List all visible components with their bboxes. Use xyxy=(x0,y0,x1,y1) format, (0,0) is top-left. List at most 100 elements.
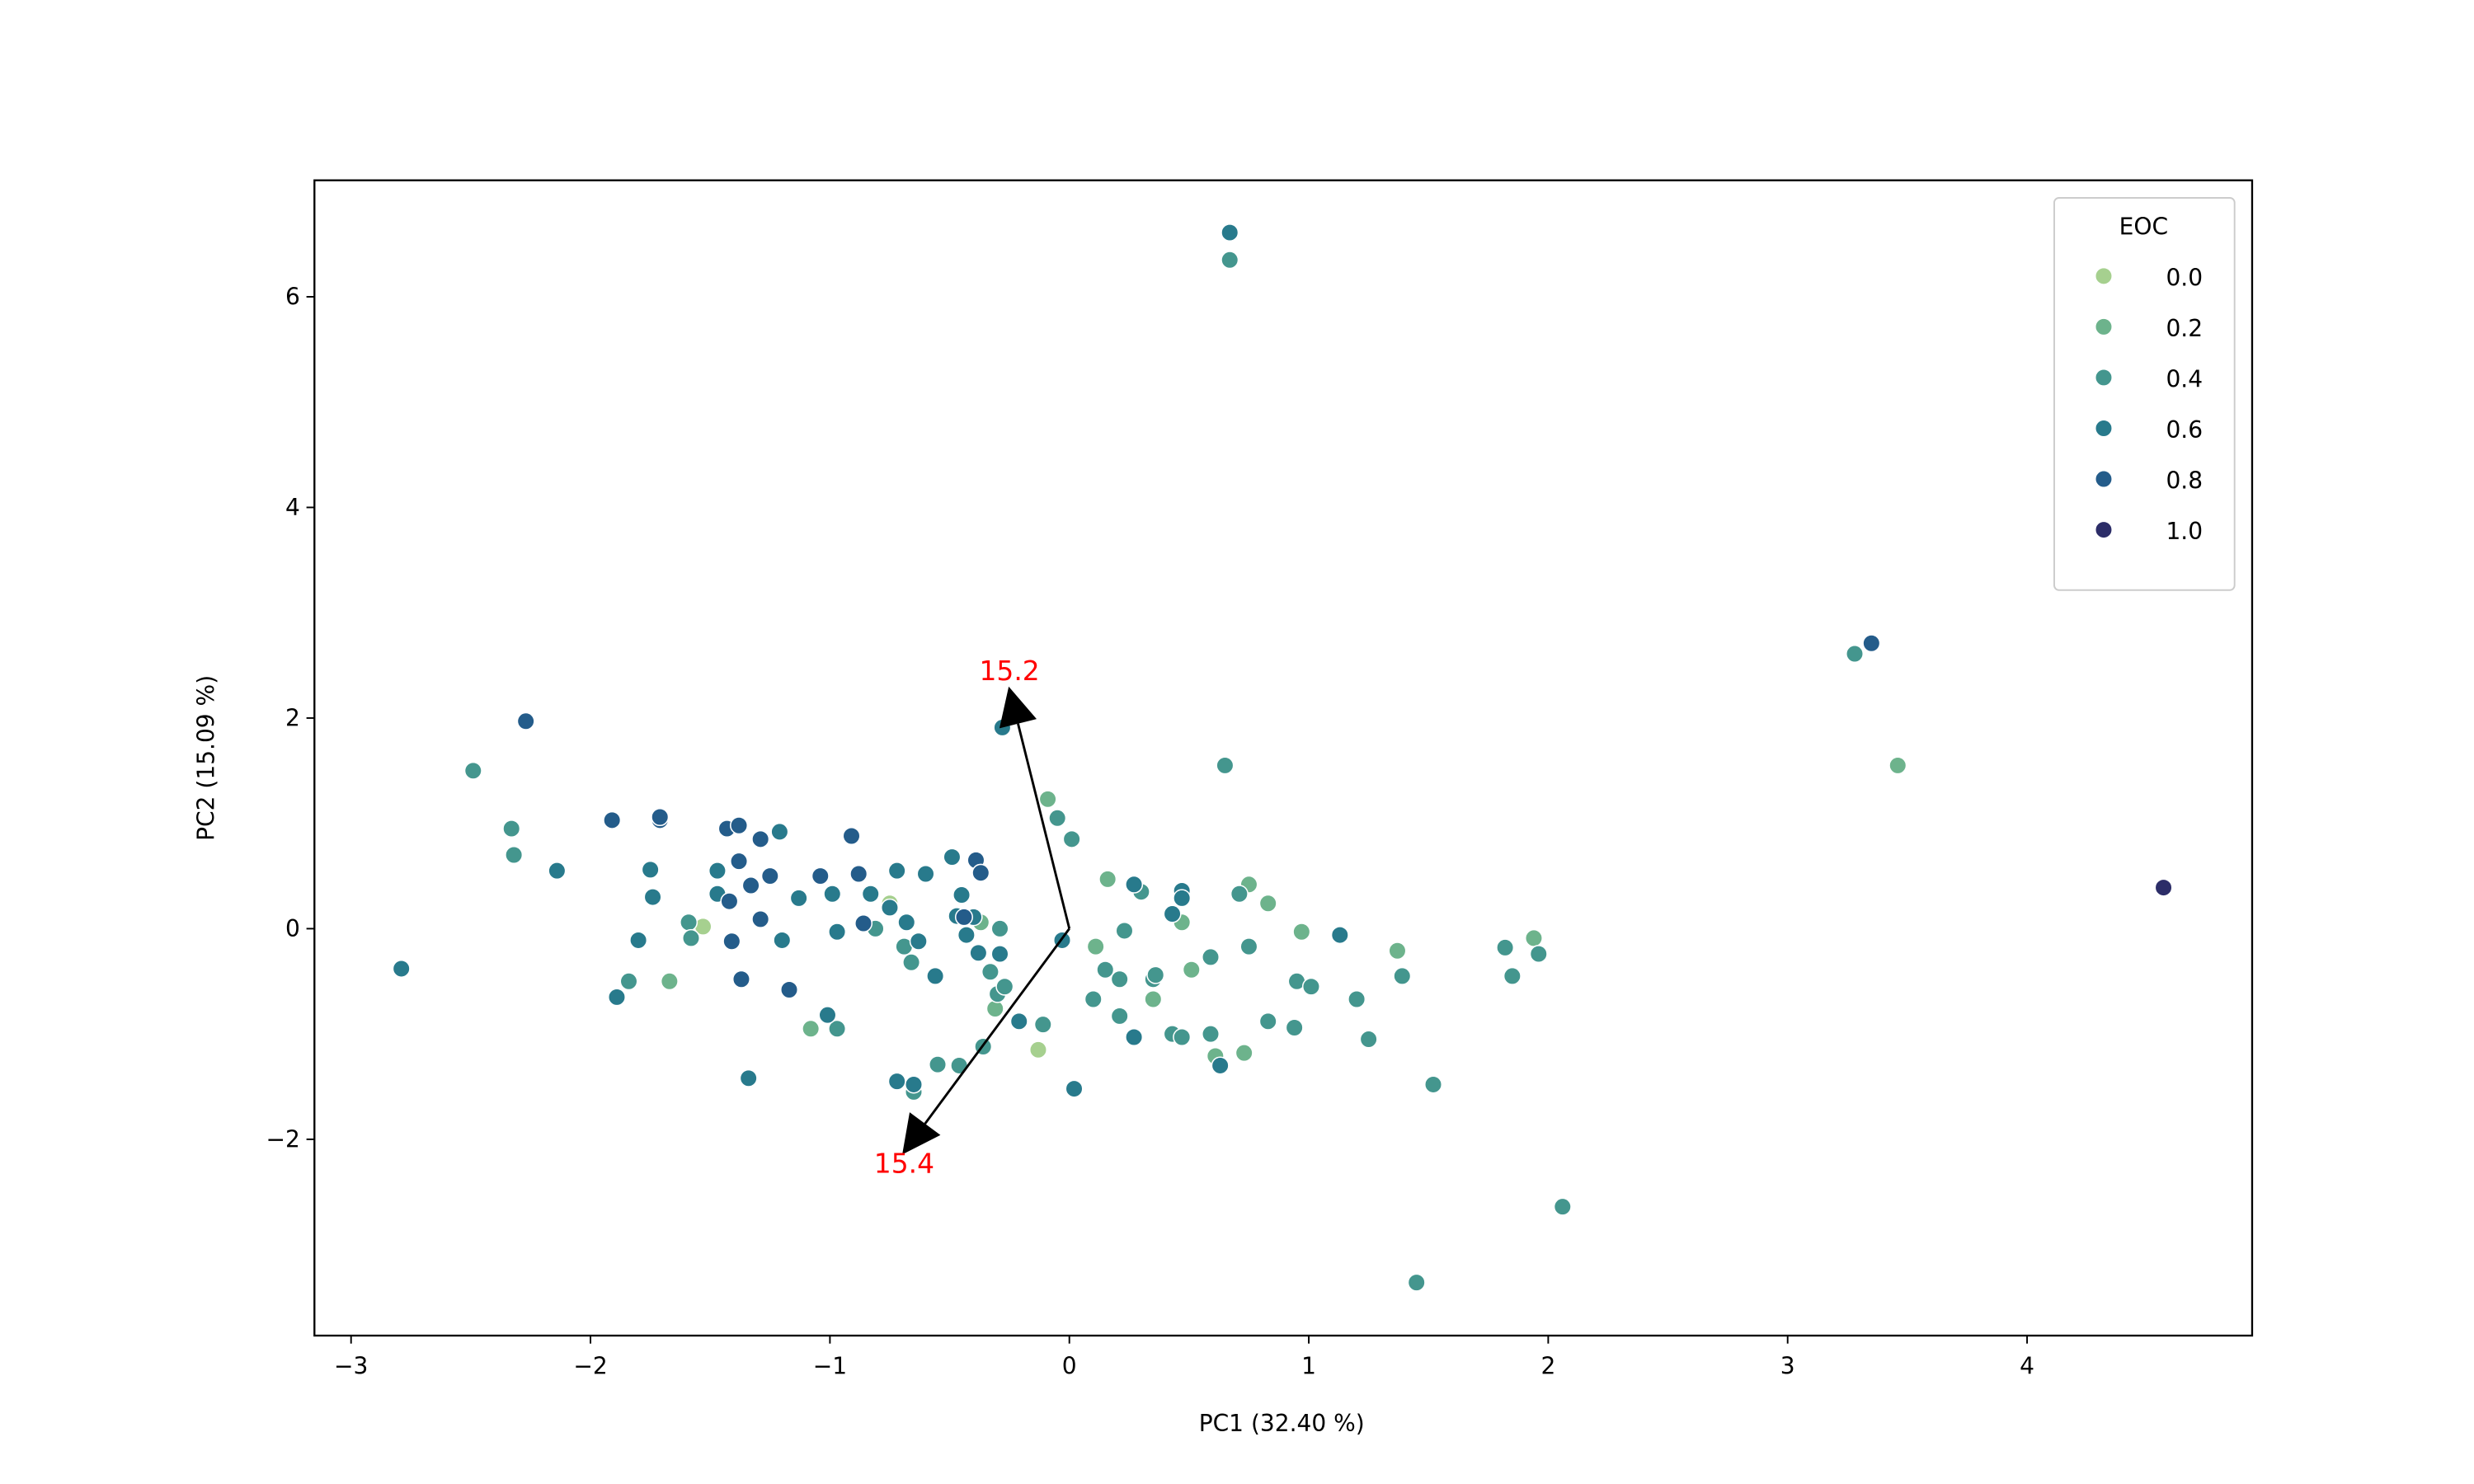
x-tick-label: 2 xyxy=(1540,1352,1555,1379)
point xyxy=(802,1019,821,1038)
point xyxy=(1301,977,1320,996)
point xyxy=(823,885,842,904)
y-tick-label: 6 xyxy=(285,284,300,311)
y-axis-label: PC2 (15.09 %) xyxy=(192,675,219,841)
legend-marker xyxy=(2094,520,2113,539)
point xyxy=(629,931,648,950)
legend-label: 0.6 xyxy=(2166,416,2203,444)
x-tick-label: 3 xyxy=(1780,1352,1795,1379)
point xyxy=(643,888,662,907)
point xyxy=(1084,989,1103,1009)
point xyxy=(971,863,990,882)
point xyxy=(548,862,567,881)
point xyxy=(779,980,799,999)
point xyxy=(1216,756,1235,775)
point xyxy=(880,898,899,917)
point xyxy=(1348,989,1366,1009)
legend-label: 1.0 xyxy=(2166,518,2203,545)
point xyxy=(1163,904,1182,923)
point xyxy=(741,876,760,895)
point xyxy=(897,913,916,932)
point xyxy=(861,885,880,904)
point xyxy=(1258,894,1277,913)
y-tick-label: 4 xyxy=(285,494,300,521)
point xyxy=(842,826,861,846)
point xyxy=(751,829,770,848)
point xyxy=(1201,947,1221,966)
point xyxy=(1146,965,1165,984)
point xyxy=(1062,829,1081,848)
point xyxy=(681,928,701,947)
point xyxy=(1888,756,1907,775)
point xyxy=(1125,875,1144,894)
point xyxy=(1110,1007,1129,1026)
point xyxy=(1033,1015,1052,1034)
point xyxy=(928,1055,948,1074)
point xyxy=(818,1006,837,1025)
point xyxy=(1292,923,1311,942)
arrow-label: 15.4 xyxy=(874,1147,934,1179)
point xyxy=(1173,1027,1192,1047)
point xyxy=(1845,644,1865,664)
point xyxy=(1221,251,1239,270)
point xyxy=(985,999,1004,1018)
point xyxy=(731,970,750,989)
point xyxy=(1496,938,1515,957)
point xyxy=(760,866,779,885)
plot-area: −3 −2 −1 0 1 2 3 4 −2 0 2 4 6 15.2 15.4 EOC 0.0 0.2 0.4 0.6… xyxy=(266,179,2254,1379)
point xyxy=(660,972,679,991)
point xyxy=(720,892,739,911)
point xyxy=(969,943,988,962)
point xyxy=(1503,966,1522,985)
arrow-shaft xyxy=(924,928,1070,1125)
point xyxy=(902,953,921,972)
point xyxy=(392,959,411,978)
point xyxy=(722,932,741,951)
point xyxy=(957,926,976,945)
legend-label: 0.4 xyxy=(2166,366,2203,393)
point xyxy=(651,807,670,827)
point xyxy=(1235,1044,1253,1063)
point xyxy=(943,848,962,866)
point xyxy=(916,864,935,884)
point xyxy=(463,761,482,780)
point xyxy=(1028,1040,1048,1059)
x-tick-label: 0 xyxy=(1062,1352,1077,1379)
point xyxy=(1239,937,1258,956)
point xyxy=(926,966,945,985)
legend-marker xyxy=(2094,470,2113,489)
point xyxy=(828,923,847,942)
point xyxy=(789,889,808,908)
plot-frame xyxy=(313,179,2254,1337)
point xyxy=(505,845,524,865)
point xyxy=(1221,223,1239,242)
point xyxy=(1125,1027,1144,1047)
legend-box xyxy=(2053,197,2236,591)
point xyxy=(811,866,830,885)
x-tick-label: 1 xyxy=(1301,1352,1316,1379)
x-tick-label: −3 xyxy=(334,1352,368,1379)
legend-label: 0.0 xyxy=(2166,264,2203,291)
point xyxy=(1201,1025,1221,1044)
point xyxy=(1407,1273,1426,1292)
point xyxy=(1009,1012,1028,1031)
point xyxy=(952,885,971,904)
point xyxy=(502,819,521,838)
point xyxy=(619,972,638,991)
point xyxy=(909,932,928,951)
point xyxy=(516,711,535,730)
legend-title: EOC xyxy=(2119,214,2168,241)
legend-marker xyxy=(2094,317,2113,336)
point xyxy=(730,816,749,835)
y-tick-label: 0 xyxy=(285,915,300,942)
arrow-head xyxy=(902,1112,941,1155)
point xyxy=(1144,989,1163,1009)
point xyxy=(1038,790,1057,809)
point xyxy=(1230,885,1249,904)
point xyxy=(849,864,868,884)
x-axis-label: PC1 (32.40 %) xyxy=(1199,1410,1365,1437)
arrow-head xyxy=(999,686,1037,729)
point xyxy=(995,977,1014,996)
point xyxy=(1330,926,1349,945)
